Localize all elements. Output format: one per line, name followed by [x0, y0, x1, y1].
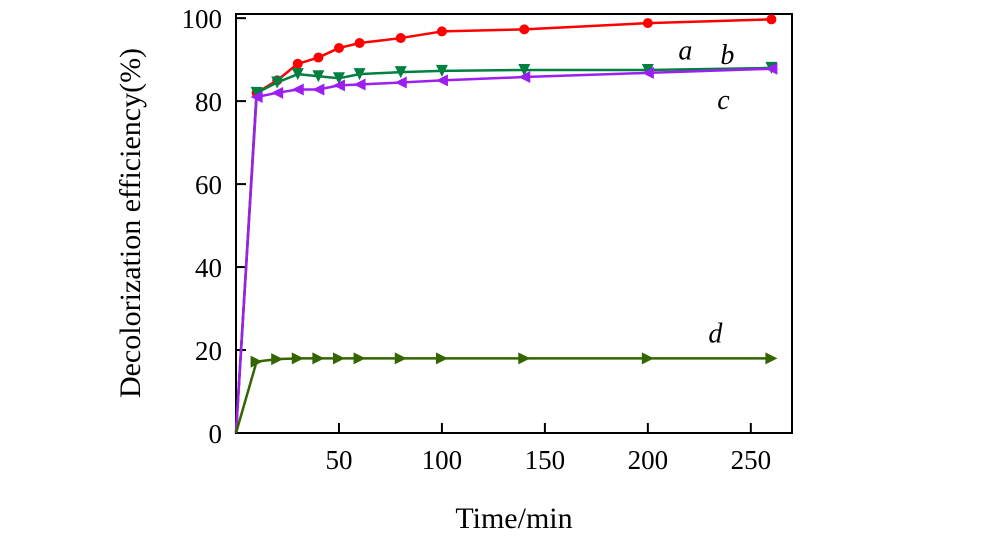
plot-frame	[235, 13, 793, 434]
data-point	[766, 14, 777, 25]
data-point	[333, 43, 344, 54]
y-tick-label: 20	[195, 336, 222, 366]
series-line	[234, 18, 772, 434]
data-point	[435, 352, 448, 365]
x-axis-ticks: 50 100 150 200 250	[325, 423, 771, 475]
data-point	[250, 86, 263, 99]
data-point	[641, 352, 654, 365]
y-tick-label: 100	[182, 4, 223, 34]
data-point	[395, 33, 406, 44]
data-point	[435, 74, 448, 87]
data-point	[353, 78, 366, 91]
data-point	[271, 86, 284, 99]
data-point	[518, 352, 531, 365]
data-point	[353, 68, 366, 81]
x-tick-label: 200	[628, 445, 669, 475]
data-point	[291, 352, 304, 365]
data-point	[250, 355, 263, 368]
x-tick-label: 50	[325, 445, 352, 475]
data-point	[292, 58, 303, 69]
data-point	[312, 70, 325, 83]
data-point	[250, 90, 263, 103]
y-tick-label: 0	[209, 419, 223, 449]
series-label: c	[717, 85, 730, 116]
y-tick-label: 60	[195, 170, 222, 200]
data-point	[312, 352, 325, 365]
data-point	[641, 66, 654, 79]
series-label: b	[720, 40, 734, 71]
data-point	[435, 64, 448, 77]
x-axis-title: Time/min	[455, 502, 572, 535]
data-point	[394, 76, 407, 89]
data-point	[394, 352, 407, 365]
data-point	[394, 66, 407, 79]
x-tick-label: 250	[731, 445, 772, 475]
series-label: d	[708, 318, 723, 349]
data-point	[271, 76, 284, 89]
y-tick-label: 80	[195, 87, 222, 117]
data-point	[332, 72, 345, 85]
data-point	[312, 83, 325, 96]
data-point	[354, 38, 365, 49]
series-d: d	[234, 318, 778, 434]
series-layer: a bc d	[234, 14, 778, 434]
y-axis-ticks: 0 20 40 60 80 100	[182, 4, 246, 449]
data-point	[765, 352, 778, 365]
data-point	[313, 52, 324, 63]
data-point	[332, 352, 345, 365]
data-point	[642, 18, 653, 29]
data-point	[291, 68, 304, 81]
series-label: a	[678, 35, 692, 66]
data-point	[291, 83, 304, 96]
y-axis-title: Decolorization efficiency(%)	[114, 48, 147, 398]
data-point	[518, 71, 531, 84]
series-c: c	[234, 62, 778, 434]
data-point	[519, 24, 530, 35]
data-point	[765, 62, 778, 75]
y-tick-label: 40	[195, 253, 222, 283]
data-point	[436, 26, 447, 37]
x-tick-label: 150	[525, 445, 566, 475]
x-tick-label: 100	[422, 445, 463, 475]
series-line	[234, 67, 772, 434]
data-point	[518, 64, 531, 77]
series-line	[234, 357, 772, 434]
data-point	[332, 79, 345, 92]
series-b: b	[234, 40, 778, 434]
data-point	[353, 352, 366, 365]
data-point	[271, 353, 284, 366]
series-line	[234, 66, 772, 434]
